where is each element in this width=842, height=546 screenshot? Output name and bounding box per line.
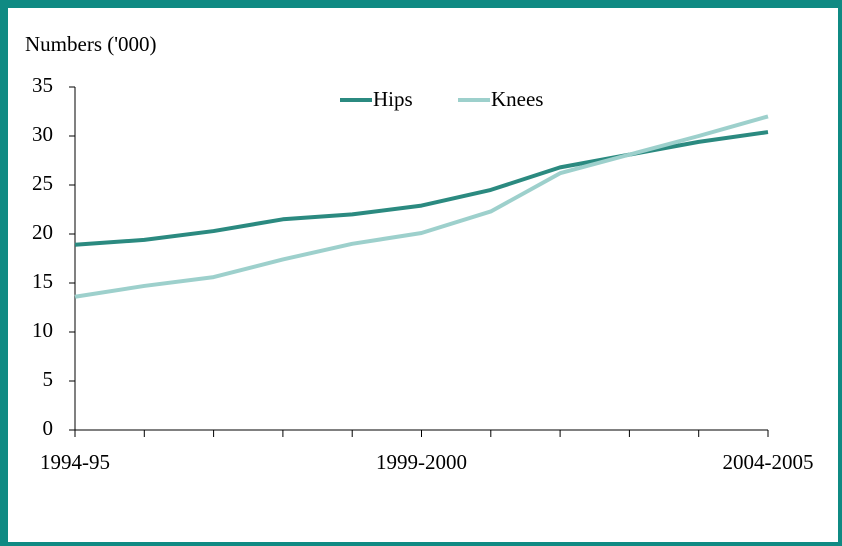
y-tick-label: 20 (32, 220, 53, 244)
y-tick-label: 25 (32, 171, 53, 195)
y-tick-label: 0 (43, 416, 54, 440)
y-tick-label: 10 (32, 318, 53, 342)
y-axis-label: Numbers ('000) (25, 32, 157, 56)
y-tick-label: 5 (43, 367, 54, 391)
y-tick-label: 35 (32, 73, 53, 97)
x-tick-label: 1994-95 (40, 450, 110, 474)
legend-label: Knees (491, 87, 543, 111)
line-series (74, 130, 769, 247)
legend-label: Hips (373, 87, 413, 111)
y-tick-label: 30 (32, 122, 53, 146)
x-tick-label: 1999-2000 (376, 450, 467, 474)
y-tick-label: 15 (32, 269, 53, 293)
x-tick-label: 2004-2005 (723, 450, 814, 474)
line-series (74, 114, 769, 299)
